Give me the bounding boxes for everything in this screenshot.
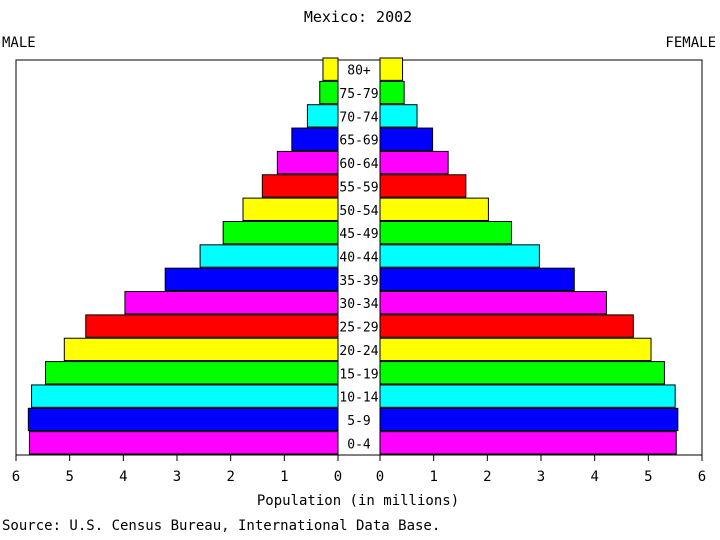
age-group-label: 45-49 bbox=[339, 227, 378, 242]
male-bar bbox=[199, 244, 339, 268]
female-tick-label: 2 bbox=[483, 469, 491, 485]
male-tick-label: 0 bbox=[334, 469, 342, 485]
female-bar bbox=[379, 267, 575, 292]
female-bar bbox=[379, 57, 404, 81]
male-bar bbox=[242, 197, 339, 221]
age-group-label: 20-24 bbox=[339, 344, 378, 359]
male-bar bbox=[27, 407, 339, 432]
female-bar bbox=[379, 291, 607, 315]
female-bar bbox=[379, 80, 405, 105]
male-bar bbox=[322, 57, 339, 81]
age-group-label: 35-39 bbox=[339, 274, 378, 289]
chart-title: Mexico: 2002 bbox=[304, 8, 412, 26]
age-group-label: 55-59 bbox=[339, 180, 378, 195]
female-bar bbox=[379, 431, 677, 455]
female-tick-label: 5 bbox=[644, 469, 652, 485]
age-group-label: 75-79 bbox=[339, 87, 378, 102]
age-group-label: 80+ bbox=[347, 64, 371, 79]
age-group-label: 50-54 bbox=[339, 204, 378, 219]
age-group-labels: 0-4 5-9 10-14 15-19 20-24 25-29 30-34 35-39 40-4… bbox=[339, 64, 378, 453]
female-bar bbox=[379, 150, 449, 175]
female-bar bbox=[379, 220, 512, 245]
male-tick-label: 4 bbox=[119, 469, 127, 485]
male-tick-label: 2 bbox=[226, 469, 234, 485]
source-note: Source: U.S. Census Bureau, Internationa… bbox=[2, 518, 440, 534]
age-group-label: 30-34 bbox=[339, 297, 378, 312]
male-bars bbox=[27, 57, 339, 455]
male-bar bbox=[276, 150, 339, 175]
x-tick-labels: 0 0 1 1 2 2 3 3 4 4 5 5 6 6 bbox=[12, 469, 706, 485]
male-bar bbox=[222, 220, 339, 245]
female-bar bbox=[379, 174, 467, 198]
male-bar bbox=[28, 431, 339, 455]
age-group-label: 25-29 bbox=[339, 321, 378, 336]
female-bar bbox=[379, 244, 540, 268]
female-bar bbox=[379, 384, 676, 408]
plot-frame bbox=[15, 59, 703, 456]
male-bar bbox=[31, 384, 339, 408]
female-bar bbox=[379, 361, 665, 385]
age-group-label: 70-74 bbox=[339, 110, 378, 125]
age-group-label: 15-19 bbox=[339, 367, 378, 382]
female-label: FEMALE bbox=[665, 35, 716, 51]
male-tick-label: 6 bbox=[12, 469, 20, 485]
age-group-label: 5-9 bbox=[347, 414, 370, 429]
male-bar bbox=[45, 361, 339, 385]
female-bar bbox=[379, 407, 679, 432]
male-bar bbox=[306, 104, 339, 128]
female-tick-label: 4 bbox=[590, 469, 598, 485]
male-tick-label: 3 bbox=[173, 469, 181, 485]
female-bars bbox=[379, 57, 679, 455]
female-tick-label: 1 bbox=[429, 469, 437, 485]
female-tick-label: 0 bbox=[376, 469, 384, 485]
male-bar bbox=[85, 314, 339, 338]
male-label: MALE bbox=[2, 35, 36, 51]
male-bar bbox=[63, 337, 339, 362]
male-tick-label: 5 bbox=[65, 469, 73, 485]
male-bar bbox=[291, 127, 339, 151]
female-bar bbox=[379, 314, 634, 338]
age-group-label: 65-69 bbox=[339, 134, 378, 149]
female-bar bbox=[379, 197, 489, 221]
age-group-label: 10-14 bbox=[339, 391, 378, 406]
age-group-label: 40-44 bbox=[339, 251, 378, 266]
female-bar bbox=[379, 337, 652, 362]
female-tick-label: 3 bbox=[537, 469, 545, 485]
female-bar bbox=[379, 127, 434, 151]
male-bar bbox=[164, 267, 339, 292]
x-axes bbox=[15, 454, 703, 461]
age-group-label: 0-4 bbox=[347, 437, 371, 452]
male-bar bbox=[261, 174, 339, 198]
age-group-label: 60-64 bbox=[339, 157, 378, 172]
male-tick-label: 1 bbox=[280, 469, 288, 485]
male-bar bbox=[124, 291, 339, 315]
female-tick-label: 6 bbox=[698, 469, 706, 485]
male-bar bbox=[319, 80, 339, 105]
female-bar bbox=[379, 104, 418, 128]
x-axis-label: Population (in millions) bbox=[257, 493, 459, 509]
